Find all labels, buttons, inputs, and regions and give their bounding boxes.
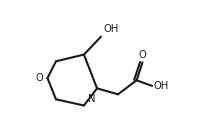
Text: OH: OH [153,81,169,91]
Text: O: O [139,50,146,60]
Text: OH: OH [103,24,119,34]
Text: O: O [35,73,43,83]
Text: N: N [88,94,95,104]
